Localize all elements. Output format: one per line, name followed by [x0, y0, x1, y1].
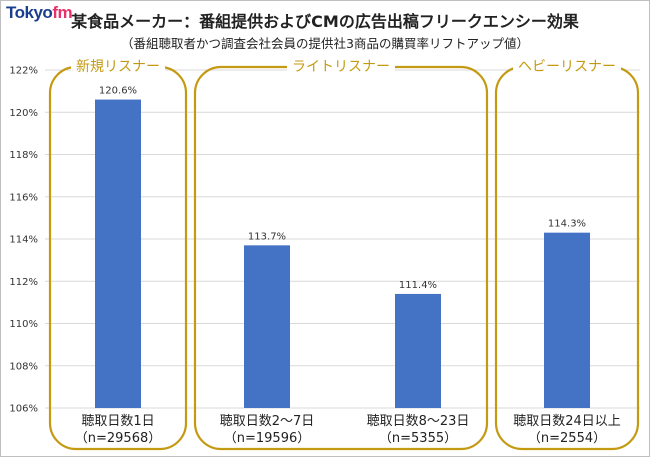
y-tick-label: 108%	[9, 361, 38, 372]
y-tick-label: 116%	[9, 192, 38, 203]
category-label: 聴取日数8～23日 （n=5355）	[366, 414, 470, 446]
y-tick-label: 106%	[9, 404, 38, 415]
y-tick-label: 110%	[9, 319, 38, 330]
y-tick-label: 122%	[9, 66, 38, 77]
y-tick-label: 114%	[9, 235, 38, 246]
data-label: 114.3%	[548, 219, 586, 230]
bar	[244, 245, 290, 408]
group-label: ヘビーリスナー	[518, 59, 616, 75]
group-frame	[193, 65, 489, 451]
bar	[395, 293, 441, 408]
chart-subtitle: （番組聴取者かつ調査会社会員の提供社3商品の購買率リフトアップ値）	[121, 36, 529, 51]
group-label: 新規リスナー	[76, 59, 160, 75]
data-label: 111.4%	[399, 280, 437, 291]
y-tick-label: 120%	[9, 108, 38, 119]
group-label-bg	[513, 55, 621, 77]
group-label: ライトリスナー	[292, 59, 390, 75]
y-tick-label: 112%	[9, 277, 38, 288]
data-label: 113.7%	[248, 231, 286, 242]
category-label: 聴取日数2～7日 （n=19596）	[219, 414, 315, 446]
bar	[95, 99, 141, 408]
tokyofm-logo: Tokyofm	[6, 3, 73, 22]
bar	[544, 232, 590, 408]
data-label: 120.6%	[99, 86, 137, 97]
chart-title: 某食品メーカー：番組提供およびCMの広告出稿フリークエンシー効果	[71, 12, 579, 31]
group-label-bg	[287, 55, 395, 77]
group-label-bg	[71, 55, 165, 77]
category-label: 聴取日数24日以上 （n=2554）	[513, 414, 621, 446]
category-label: 聴取日数1日 （n=29568）	[74, 414, 162, 446]
y-tick-label: 118%	[9, 150, 38, 161]
